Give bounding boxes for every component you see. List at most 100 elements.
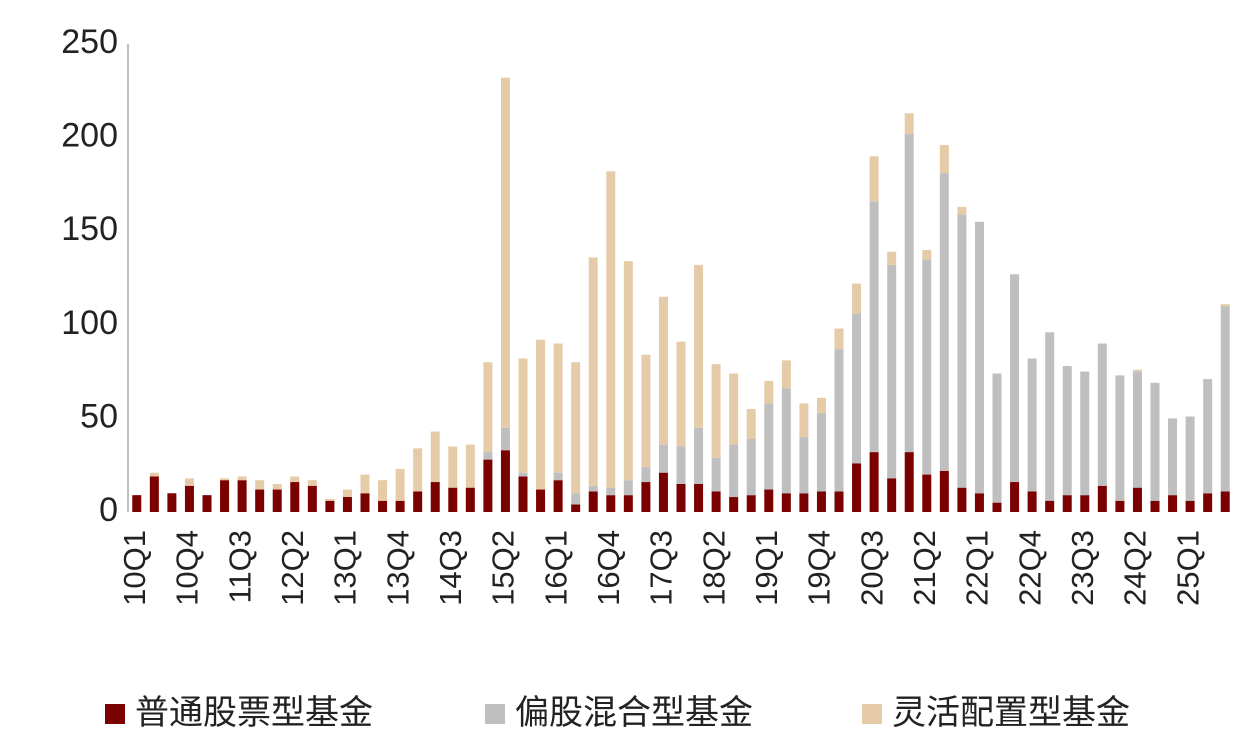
bar-segment	[255, 489, 265, 512]
bar-segment	[922, 474, 932, 512]
bar-segment	[430, 482, 440, 512]
bar-segment	[676, 446, 686, 484]
bar-segment	[413, 448, 423, 492]
bar-segment	[465, 487, 475, 512]
bar-segment	[237, 476, 247, 481]
bar-segment	[694, 427, 704, 484]
bar-segment	[729, 444, 739, 498]
bar-segment	[588, 491, 598, 512]
x-tick-label: 14Q3	[433, 530, 468, 606]
bar-segment	[799, 493, 809, 512]
bar-segment	[904, 113, 914, 134]
x-tick-label: 22Q4	[1012, 530, 1047, 606]
x-tick-label: 13Q4	[380, 530, 415, 606]
bar-segment	[623, 495, 633, 512]
bar-segment	[184, 478, 194, 486]
bar-segment	[887, 264, 897, 479]
bar-segment	[1027, 491, 1037, 512]
x-tick-label: 21Q2	[907, 530, 942, 606]
legend-swatch	[862, 704, 882, 724]
y-tick-label: 50	[80, 397, 118, 435]
bar-segment	[816, 412, 826, 492]
bar-segment	[764, 489, 774, 512]
bar-segment	[869, 201, 879, 453]
bar-segment	[641, 354, 651, 468]
bar-segment	[553, 472, 563, 481]
bar-segment	[342, 489, 352, 498]
x-tick-label: 12Q2	[275, 530, 310, 606]
bar-segment	[676, 341, 686, 447]
bar-segment	[518, 472, 528, 477]
bar-segment	[360, 493, 370, 512]
x-tick-label: 19Q1	[749, 530, 784, 606]
bar-segment	[606, 171, 616, 488]
bar-segment	[395, 468, 405, 501]
bar-segment	[658, 444, 668, 473]
bar-segment	[992, 373, 1002, 503]
bar-segment	[588, 257, 598, 486]
bar-segment	[1132, 369, 1142, 372]
bar-segment	[729, 373, 739, 445]
bar-segment	[922, 259, 932, 475]
bar-segment	[729, 497, 739, 512]
bar-segment	[746, 409, 756, 439]
bar-segment	[1168, 495, 1178, 512]
bar-segment	[1010, 274, 1020, 483]
bar-segment	[1185, 500, 1195, 512]
bar-segment	[553, 343, 563, 473]
bar-segment	[1010, 482, 1020, 512]
bar-segment	[1168, 418, 1178, 496]
bar-segment	[887, 478, 897, 512]
bar-segment	[325, 500, 335, 512]
bar-segment	[834, 328, 844, 350]
bar-segment	[1045, 500, 1055, 512]
bar-segment	[465, 444, 475, 488]
bar-segment	[746, 438, 756, 496]
bar-segment	[1132, 487, 1142, 512]
bar-segment	[132, 495, 142, 512]
bar-segment	[518, 358, 528, 473]
y-tick-label: 100	[61, 304, 118, 342]
bar-segment	[413, 491, 423, 512]
x-tick-label: 16Q4	[591, 530, 626, 606]
bar-segment	[342, 497, 352, 512]
y-tick-label: 250	[61, 23, 118, 61]
bar-segment	[992, 502, 1002, 512]
bar-segment	[325, 498, 335, 501]
bar-segment	[149, 472, 159, 477]
bar-segment	[939, 145, 949, 174]
bar-segment	[149, 476, 159, 512]
bar-segment	[571, 504, 581, 512]
legend-label: 普通股票型基金	[135, 694, 373, 732]
bar-segment	[500, 450, 510, 512]
bar-segment	[869, 156, 879, 202]
y-tick-label: 0	[99, 491, 118, 529]
bar-segment	[378, 480, 388, 501]
bar-segment	[922, 249, 932, 260]
bar-segment	[518, 476, 528, 512]
bar-segment	[1150, 500, 1160, 512]
bar-segment	[852, 463, 862, 512]
x-tick-label: 22Q1	[960, 530, 995, 606]
bar-segment	[764, 380, 774, 404]
bar-segment	[641, 467, 651, 483]
bar-segment	[307, 485, 317, 512]
bar-segment	[834, 349, 844, 492]
bar-segment	[1185, 416, 1195, 501]
bar-segment	[448, 487, 458, 512]
bar-segment	[1115, 500, 1125, 512]
bar-segment	[1080, 371, 1090, 496]
bar-segment	[1062, 495, 1072, 512]
bar-segment	[869, 452, 879, 512]
bar-segment	[237, 480, 247, 512]
bar-segment	[904, 133, 914, 453]
bar-segment	[1097, 343, 1107, 486]
bar-segment	[939, 173, 949, 471]
x-tick-label: 17Q3	[644, 530, 679, 606]
bar-segment	[272, 483, 282, 490]
bar-segment	[430, 431, 440, 483]
bar-segment	[307, 480, 317, 486]
bar-segment	[711, 457, 721, 492]
bar-segment	[571, 493, 581, 505]
bar-segment	[711, 491, 721, 512]
